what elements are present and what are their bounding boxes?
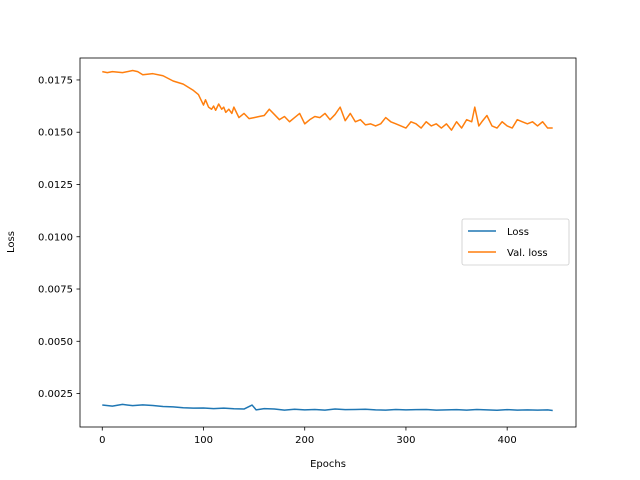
y-axis: 0.0025 0.0050 0.0075 0.0100 0.0125 0.0150 0.01… bbox=[38, 75, 80, 400]
legend-label-loss: Loss bbox=[507, 227, 529, 238]
series-layer bbox=[102, 69, 553, 412]
x-axis: 0 100 200 300 400 bbox=[99, 427, 517, 446]
legend: Loss Val. loss bbox=[461, 218, 570, 266]
y-tick-label: 0.0075 bbox=[38, 285, 73, 296]
x-tick-label: 400 bbox=[498, 435, 517, 446]
y-tick-label: 0.0150 bbox=[38, 128, 73, 139]
y-tick-label: 0.0025 bbox=[38, 389, 73, 400]
y-axis-title: Loss bbox=[6, 231, 17, 253]
y-tick-label: 0.0175 bbox=[38, 75, 73, 86]
series-line-val-loss bbox=[102, 69, 553, 131]
legend-label-val-loss: Val. loss bbox=[507, 248, 548, 259]
y-tick-label: 0.0100 bbox=[38, 232, 73, 243]
x-tick-label: 300 bbox=[396, 435, 415, 446]
y-tick-label: 0.0050 bbox=[38, 337, 73, 348]
x-tick-label: 0 bbox=[99, 435, 105, 446]
x-tick-label: 100 bbox=[194, 435, 213, 446]
y-tick-label: 0.0125 bbox=[38, 180, 73, 191]
series-line-loss bbox=[102, 403, 553, 412]
x-axis-title: Epochs bbox=[310, 459, 346, 470]
plot-frame bbox=[79, 57, 577, 428]
x-tick-label: 200 bbox=[295, 435, 314, 446]
